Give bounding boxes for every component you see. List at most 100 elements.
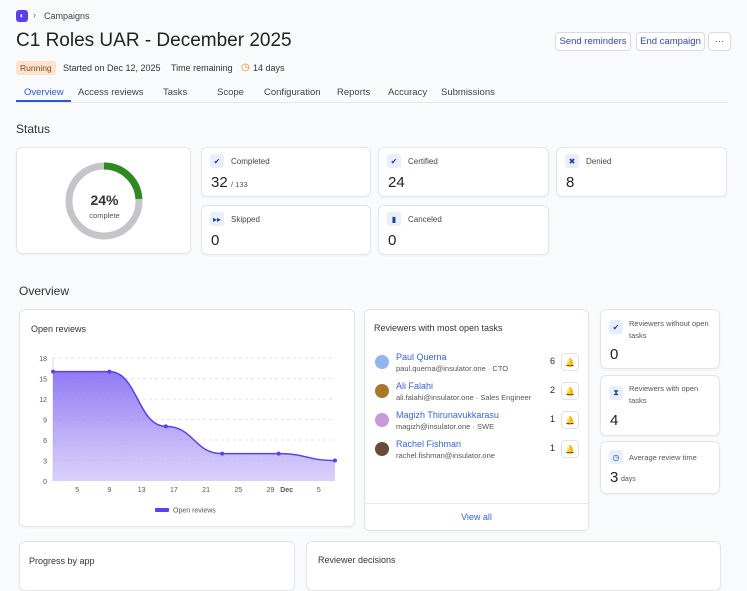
reviewer-row: Magizh Thirunavukkarasu magizh@insulator… bbox=[365, 408, 588, 434]
remind-bell-button[interactable]: 🔔 bbox=[561, 353, 579, 371]
data-point bbox=[220, 451, 225, 456]
data-point bbox=[107, 369, 112, 374]
check-badge-icon: ✔ bbox=[210, 154, 224, 168]
y-tick-label: 3 bbox=[43, 459, 47, 466]
reviewers-title: Reviewers with most open tasks bbox=[374, 323, 503, 333]
overview-heading: Overview bbox=[19, 284, 70, 298]
status-badge: Running bbox=[16, 61, 56, 75]
bell-icon: 🔔 bbox=[565, 357, 575, 367]
x-tick-label: 13 bbox=[138, 487, 146, 494]
open-task-count: 1 bbox=[550, 443, 556, 453]
without-label: Reviewers without open tasks bbox=[629, 319, 709, 340]
legend-swatch bbox=[155, 508, 169, 512]
end-campaign-button[interactable]: End campaign bbox=[636, 32, 705, 51]
more-button[interactable]: ··· bbox=[708, 32, 731, 51]
send-reminders-button[interactable]: Send reminders bbox=[555, 32, 631, 51]
tab-access-reviews[interactable]: Access reviews bbox=[78, 87, 144, 98]
bell-icon: 🔔 bbox=[565, 415, 575, 425]
trash-icon: ▮ bbox=[387, 212, 401, 226]
reviewer-email: magizh@insulator.one · SWE bbox=[396, 422, 495, 431]
data-point bbox=[51, 369, 55, 374]
reviewer-name[interactable]: Rachel Fishman bbox=[396, 439, 462, 449]
clock-icon: ◷ bbox=[609, 450, 623, 464]
view-all-link[interactable]: View all bbox=[461, 512, 492, 522]
with-value: 4 bbox=[610, 412, 619, 429]
remind-bell-button[interactable]: 🔔 bbox=[561, 440, 579, 458]
open-task-count: 6 bbox=[550, 356, 556, 366]
open-reviews-chart: 0 3 6 9 12 15 18 5 9 13 17 21 25 29 Dec 5 Open reviews bbox=[39, 356, 337, 515]
x-tick-label: 29 bbox=[267, 487, 275, 494]
canceled-card: ▮ Canceled 0 bbox=[378, 205, 549, 255]
hourglass-icon: ⧗ bbox=[609, 386, 623, 400]
reviewer-row: Ali Falahi ali.falahi@insulator.one · Sa… bbox=[365, 379, 588, 405]
bell-icon: 🔔 bbox=[565, 444, 575, 454]
completion-label: complete bbox=[89, 211, 120, 220]
bell-icon: 🔔 bbox=[565, 386, 575, 396]
remind-bell-button[interactable]: 🔔 bbox=[561, 382, 579, 400]
y-tick-label: 6 bbox=[43, 438, 47, 445]
time-remaining-value: 14 days bbox=[253, 63, 285, 73]
chart-title: Open reviews bbox=[31, 324, 87, 334]
status-heading: Status bbox=[16, 122, 51, 136]
certified-value: 24 bbox=[388, 174, 405, 191]
shield-check-icon: ✔ bbox=[387, 154, 401, 168]
reviewer-email: ali.falahi@insulator.one · Sales Enginee… bbox=[396, 393, 532, 402]
certified-label: Certified bbox=[408, 157, 438, 166]
reviewer-email: paul.querna@insulator.one · CTO bbox=[396, 364, 509, 373]
reviewer-name[interactable]: Paul Querna bbox=[396, 352, 447, 362]
skipped-card: ▸▸ Skipped 0 bbox=[201, 205, 371, 255]
breadcrumb-campaigns[interactable]: Campaigns bbox=[44, 11, 90, 21]
tab-submissions[interactable]: Submissions bbox=[441, 87, 495, 98]
app-logo[interactable]: ◐ bbox=[16, 10, 28, 22]
x-tick-label: 5 bbox=[317, 487, 321, 494]
tab-tasks[interactable]: Tasks bbox=[163, 87, 188, 98]
with-label: Reviewers with open tasks bbox=[629, 384, 699, 405]
time-remaining-label: Time remaining bbox=[171, 63, 233, 73]
certified-card: ✔ Certified 24 bbox=[378, 147, 549, 197]
open-task-count: 1 bbox=[550, 414, 556, 424]
open-task-count: 2 bbox=[550, 385, 556, 395]
reviewer-name[interactable]: Magizh Thirunavukkarasu bbox=[396, 410, 499, 420]
completion-card: 24% complete bbox=[16, 147, 191, 254]
avg-label: Average review time bbox=[629, 453, 697, 462]
avatar bbox=[375, 355, 389, 369]
reviewers-card: Reviewers with most open tasks Paul Quer… bbox=[364, 309, 589, 531]
x-tick-label: 17 bbox=[170, 487, 178, 494]
y-tick-label: 9 bbox=[43, 418, 47, 425]
reviewer-row: Rachel Fishman rachel.fishman@insulator.… bbox=[365, 437, 588, 463]
data-point bbox=[276, 451, 281, 456]
avatar bbox=[375, 413, 389, 427]
denied-label: Denied bbox=[586, 157, 612, 166]
progress-by-app-title: Progress by app bbox=[29, 556, 95, 566]
y-tick-label: 15 bbox=[39, 377, 47, 384]
completed-total: / 133 bbox=[231, 180, 248, 189]
tab-overview[interactable]: Overview bbox=[24, 87, 64, 98]
avg-value: 3 bbox=[610, 469, 619, 486]
skipped-label: Skipped bbox=[231, 215, 260, 224]
tab-accuracy[interactable]: Accuracy bbox=[388, 87, 428, 98]
tab-reports[interactable]: Reports bbox=[337, 87, 371, 98]
reviewers-divider bbox=[365, 503, 588, 504]
area-fill bbox=[53, 371, 335, 481]
tab-configuration[interactable]: Configuration bbox=[264, 87, 321, 98]
x-tick-label: 21 bbox=[202, 487, 210, 494]
completed-card: ✔ Completed 32 / 133 bbox=[201, 147, 371, 197]
skipped-value: 0 bbox=[211, 232, 220, 249]
without-value: 0 bbox=[610, 346, 619, 363]
reviewer-decisions-title: Reviewer decisions bbox=[318, 555, 396, 565]
completion-donut bbox=[65, 162, 143, 240]
reviewer-name[interactable]: Ali Falahi bbox=[396, 381, 434, 391]
y-tick-label: 12 bbox=[39, 397, 47, 404]
open-reviews-card: Open reviews 0 3 6 9 12 15 18 5 9 13 17 21 25 29 Dec 5 O… bbox=[19, 309, 355, 527]
data-point bbox=[163, 424, 168, 429]
legend-label: Open reviews bbox=[173, 508, 216, 515]
avatar bbox=[375, 442, 389, 456]
tab-scope[interactable]: Scope bbox=[217, 87, 244, 98]
y-tick-label: 18 bbox=[39, 356, 47, 363]
avg-unit: days bbox=[621, 476, 636, 483]
clock-icon: ◷ bbox=[241, 62, 250, 73]
remind-bell-button[interactable]: 🔔 bbox=[561, 411, 579, 429]
canceled-value: 0 bbox=[388, 232, 397, 249]
denied-value: 8 bbox=[566, 174, 575, 191]
check-circle-icon: ✔ bbox=[609, 320, 623, 334]
